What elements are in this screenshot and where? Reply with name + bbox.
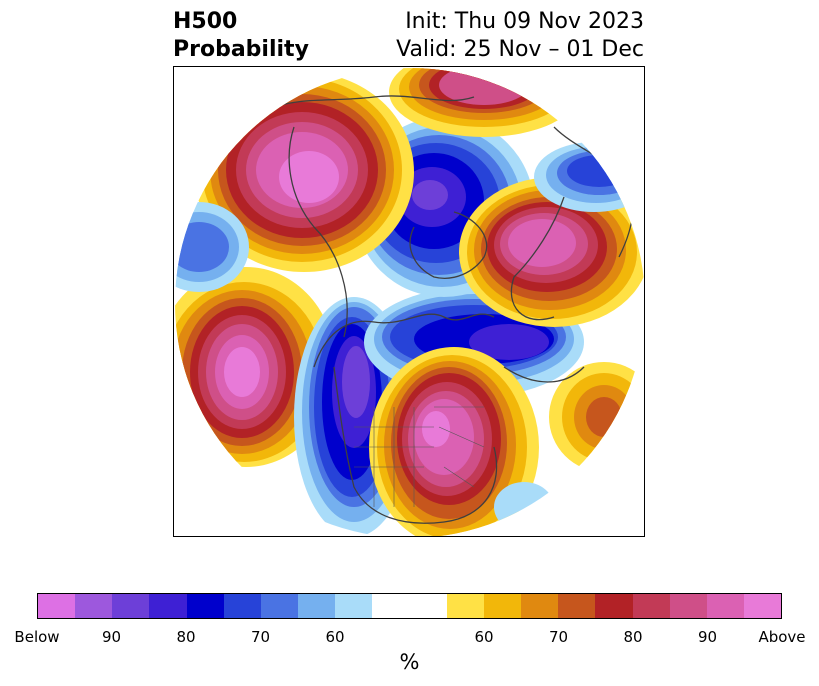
colorbar-tick-label: Below [14, 628, 60, 646]
title-line-2: Probability [173, 37, 309, 62]
colorbar-tick-label: 60 [325, 628, 345, 646]
colorbar-tick-label: Above [758, 628, 806, 646]
colorbar-swatch-14 [558, 594, 596, 618]
colorbar-swatch-8 [335, 594, 373, 618]
colorbar-tick-label: 90 [101, 628, 122, 646]
colorbar-swatch-13 [521, 594, 559, 618]
colorbar-swatch-2 [112, 594, 150, 618]
colorbar-unit-label: % [399, 650, 420, 674]
colorbar-swatch-19 [743, 594, 782, 618]
probability-map [173, 66, 645, 537]
init-date: Init: Thu 09 Nov 2023 [405, 9, 644, 34]
forecast-dates: Init: Thu 09 Nov 2023 Valid: 25 Nov – 01… [396, 8, 644, 64]
colorbar-swatch-18 [706, 594, 744, 618]
title-line-1: H500 [173, 9, 238, 34]
colorbar-swatch-5 [223, 594, 261, 618]
colorbar-swatch-16 [632, 594, 670, 618]
colorbar-tick-label: 90 [697, 628, 718, 646]
colorbar-swatch-10 [409, 594, 447, 618]
colorbar-swatch-17 [669, 594, 707, 618]
anomaly-above-eastern-us [369, 347, 539, 536]
colorbar-swatch-3 [149, 594, 187, 618]
colorbar-tick-label: 80 [623, 628, 643, 646]
colorbar-swatch-7 [298, 594, 336, 618]
anomaly-above-pacific [175, 267, 336, 467]
colorbar-tick-label: 70 [548, 628, 569, 646]
colorbar-swatch-15 [595, 594, 633, 618]
colorbar-swatch-4 [186, 594, 224, 618]
colorbar-tick-labels: Below 90 80 70 60 60 70 80 90 Above [14, 628, 805, 648]
colorbar-tick-label: 70 [250, 628, 271, 646]
colorbar-swatch-12 [483, 594, 522, 618]
state-borders [354, 406, 485, 507]
colorbar-swatch-0 [38, 594, 76, 618]
colorbar-tick-label: 60 [474, 628, 494, 646]
colorbar-swatch-6 [260, 594, 299, 618]
probability-colorbar [37, 593, 782, 619]
colorbar-swatch-9 [372, 594, 410, 618]
coastlines [273, 95, 634, 524]
colorbar-tick-label: 80 [176, 628, 196, 646]
colorbar-swatch-11 [446, 594, 484, 618]
valid-range: Valid: 25 Nov – 01 Dec [396, 37, 644, 62]
map-title: H500 Probability [173, 8, 309, 64]
colorbar-swatch-1 [75, 594, 113, 618]
